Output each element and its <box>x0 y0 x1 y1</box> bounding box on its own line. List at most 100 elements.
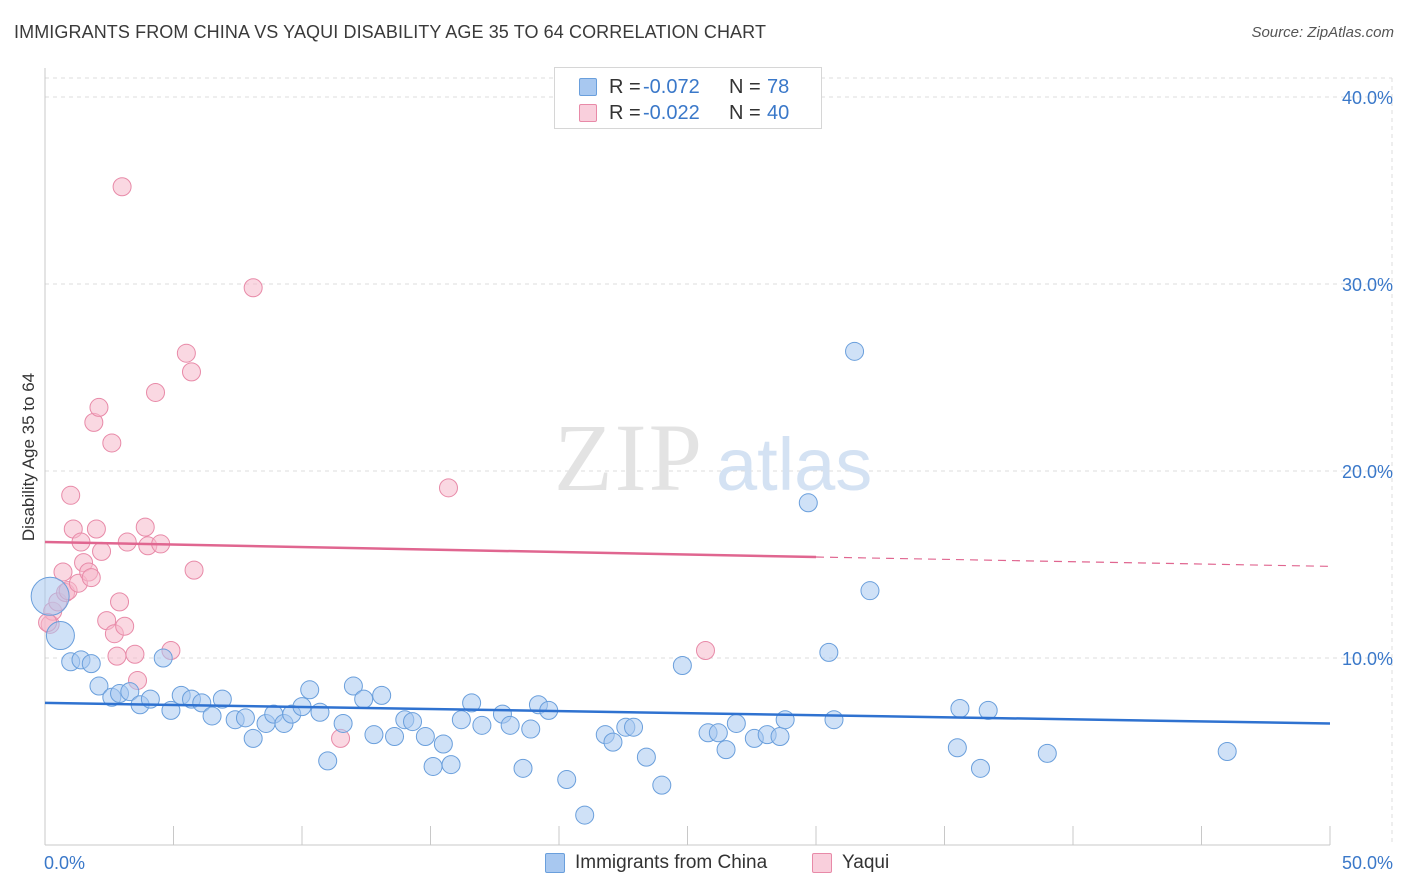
y-tick-label: 10.0% <box>1342 649 1393 669</box>
legend-n-value: 40 <box>767 101 790 124</box>
yaqui-point <box>53 562 73 582</box>
china-point <box>947 738 967 758</box>
yaqui-point <box>102 433 122 453</box>
china-point <box>819 642 839 662</box>
y-tick-label: 30.0% <box>1342 275 1393 295</box>
china-point <box>423 756 443 776</box>
legend-r-value: -0.022 <box>643 101 700 124</box>
china-point <box>824 710 844 730</box>
yaqui-point <box>112 177 132 197</box>
correlation-legend: R = -0.072 N = 78 R = -0.022 N = 40 <box>554 67 822 129</box>
legend-row-china: R = -0.072 N = 78 <box>579 75 789 99</box>
trend-lines <box>44 540 1331 725</box>
x-tick-label-max: 50.0% <box>1342 853 1393 873</box>
legend-row-yaqui: R = -0.022 N = 40 <box>579 101 789 125</box>
china-point <box>235 708 255 728</box>
yaqui-point <box>92 541 112 561</box>
china-point <box>708 723 728 743</box>
china-point <box>716 740 736 760</box>
china-point <box>624 717 644 737</box>
legend-item-yaqui[interactable]: Yaqui <box>812 852 889 874</box>
chart-title: IMMIGRANTS FROM CHINA VS YAQUI DISABILIT… <box>14 22 767 42</box>
legend-n-label: N = <box>729 75 761 98</box>
legend-swatch-china <box>579 78 597 96</box>
yaqui-point <box>695 641 715 661</box>
watermark-zip: ZIP <box>554 404 704 511</box>
legend-label-yaqui: Yaqui <box>842 852 890 873</box>
china-point <box>89 676 109 696</box>
yaqui-point <box>89 397 109 417</box>
china-point <box>636 747 656 767</box>
yaqui-point <box>125 644 145 664</box>
china-point <box>300 680 320 700</box>
y-tick-label: 20.0% <box>1342 462 1393 482</box>
watermark: ZIP atlas <box>554 404 872 511</box>
legend-r-label: R = <box>609 75 641 98</box>
watermark-atlas: atlas <box>716 423 872 506</box>
china-point <box>451 710 471 730</box>
china-point <box>364 725 384 745</box>
yaqui-point <box>115 616 135 636</box>
legend-swatch-yaqui <box>812 853 832 873</box>
china-point <box>415 727 435 747</box>
china-point <box>433 734 453 754</box>
legend-r-value: -0.072 <box>643 75 700 98</box>
china-point <box>462 693 482 713</box>
china-point <box>385 727 405 747</box>
china-point <box>798 493 818 513</box>
china-point <box>978 700 998 720</box>
china-point <box>45 621 75 651</box>
china-point <box>672 655 692 675</box>
china-point <box>1217 742 1237 761</box>
china-point <box>970 758 990 778</box>
yaqui-trend-extension <box>815 556 1331 567</box>
yaqui-point <box>135 517 155 537</box>
yaqui-point <box>184 560 204 580</box>
china-point <box>726 713 746 733</box>
china-point <box>318 751 338 771</box>
china-point <box>521 719 541 739</box>
china-trend-line <box>44 701 1331 725</box>
china-point <box>403 712 423 732</box>
china-point <box>472 715 492 735</box>
china-point <box>603 732 623 752</box>
legend-swatch-china <box>545 853 565 873</box>
china-point <box>1037 743 1057 763</box>
legend-n-label: N = <box>729 101 761 124</box>
china-point <box>310 702 330 722</box>
yaqui-point <box>86 519 106 539</box>
china-point <box>153 648 173 668</box>
source-label: Source: ZipAtlas.com <box>1251 24 1394 41</box>
china-point <box>81 654 101 674</box>
yaqui-point <box>181 362 201 382</box>
yaqui-point <box>438 478 458 498</box>
china-point <box>860 581 880 601</box>
china-point <box>557 770 577 790</box>
axes <box>44 68 1331 846</box>
china-point <box>333 713 353 733</box>
china-point <box>243 728 263 748</box>
yaqui-point <box>110 592 130 612</box>
y-axis-label: Disability Age 35 to 64 <box>19 373 38 541</box>
china-point <box>845 341 865 361</box>
yaqui-point <box>117 532 137 552</box>
china-point <box>770 727 790 747</box>
china-point <box>652 775 672 795</box>
yaqui-point <box>81 568 101 588</box>
china-point <box>120 682 140 702</box>
series-legend: Immigrants from China Yaqui <box>0 852 1406 878</box>
tick-labels: 10.0% 20.0% 30.0% 40.0% 0.0% 50.0% <box>44 88 1393 873</box>
x-tick-label-min: 0.0% <box>44 853 85 873</box>
china-point <box>192 693 212 713</box>
yaqui-trend-line <box>44 540 817 559</box>
china-point <box>202 706 222 726</box>
y-tick-label: 40.0% <box>1342 88 1393 108</box>
china-point <box>575 805 595 825</box>
legend-item-china[interactable]: Immigrants from China <box>545 852 767 874</box>
yaqui-point <box>243 278 263 298</box>
china-point <box>30 576 70 616</box>
china-point <box>500 715 520 735</box>
china-point <box>513 758 533 778</box>
yaqui-point <box>107 646 127 666</box>
